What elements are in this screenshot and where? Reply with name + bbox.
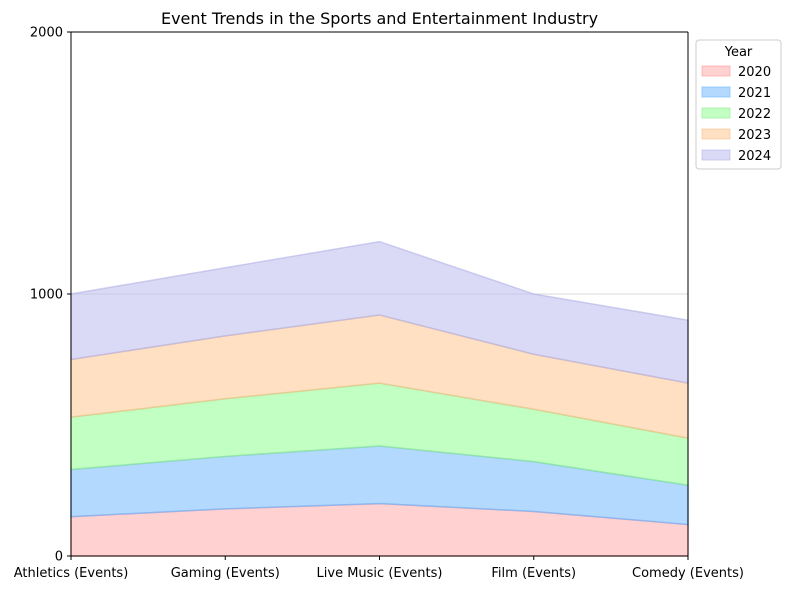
legend-label-2022: 2022 (738, 107, 771, 122)
y-tick-label: 1000 (30, 288, 63, 303)
legend-title: Year (724, 45, 753, 60)
legend-swatch-2023 (701, 128, 731, 140)
legend-swatch-2020 (701, 65, 731, 77)
chart-title: Event Trends in the Sports and Entertain… (161, 9, 598, 28)
legend-label-2023: 2023 (738, 128, 771, 143)
x-tick-label: Live Music (Events) (317, 566, 443, 581)
legend-label-2024: 2024 (738, 149, 771, 164)
x-tick-label: Film (Events) (491, 566, 576, 581)
legend: Year 2020 2021 2022 2023 2024 (695, 39, 782, 170)
legend-swatch-2021 (701, 86, 731, 98)
y-axis-ticks: 0 1000 2000 (30, 26, 71, 565)
y-tick-label: 2000 (30, 26, 63, 41)
legend-label-2021: 2021 (738, 86, 771, 101)
legend-swatch-2024 (701, 149, 731, 161)
y-tick-label: 0 (55, 550, 63, 565)
x-tick-label: Comedy (Events) (632, 566, 744, 581)
x-tick-label: Athletics (Events) (14, 566, 129, 581)
series-areas (70, 240, 689, 557)
x-axis-ticks: Athletics (Events) Gaming (Events) Live Mu… (14, 556, 744, 581)
legend-swatch-2022 (701, 107, 731, 119)
legend-label-2020: 2020 (738, 65, 771, 80)
x-tick-label: Gaming (Events) (171, 566, 280, 581)
